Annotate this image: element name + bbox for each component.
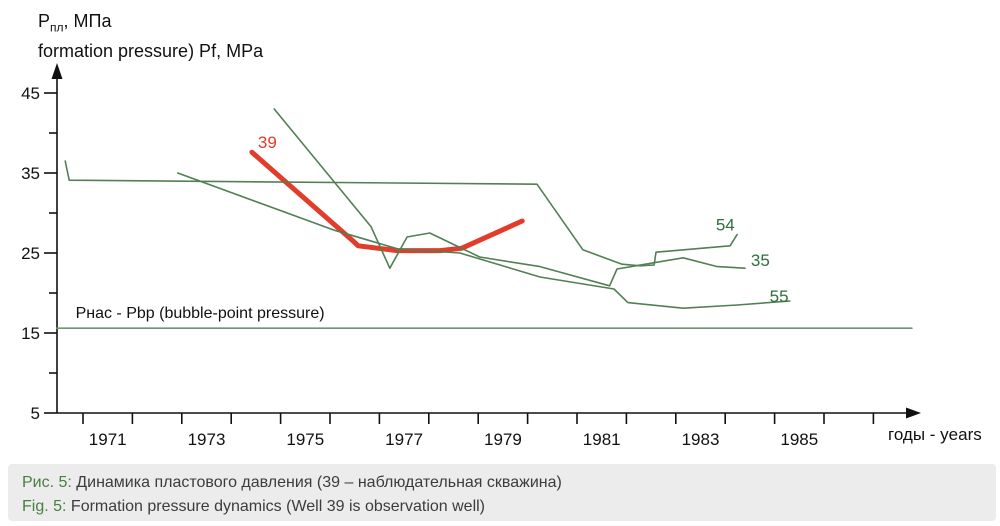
series-line-well-54	[64, 160, 738, 267]
series-line-well-39	[249, 149, 525, 254]
caption-ru-label: Рис. 5:	[22, 474, 72, 491]
series-line-well-55	[177, 172, 791, 310]
caption-ru-text: Динамика пластового давления (39 – наблю…	[76, 474, 562, 491]
x-tick-label: 1981	[583, 430, 621, 449]
figure-caption: Рис. 5: Динамика пластового давления (39…	[8, 464, 996, 521]
x-tick-label: 1977	[385, 430, 423, 449]
x-axis-arrow-icon	[906, 407, 921, 419]
x-tick-label: 1971	[89, 430, 127, 449]
pressure-subscript: пл	[50, 20, 64, 35]
y-axis-title-line1: Pпл, МПа	[38, 10, 263, 40]
y-axis-title-line2: formation pressure) Pf, MPa	[38, 40, 264, 61]
series-label-35: 35	[751, 251, 770, 270]
pressure-chart: 5 15 25 35 45 1971 1973 1975 1977 1979 1981 1983 198…	[21, 63, 982, 449]
pressure-unit: , МПа	[63, 11, 112, 31]
caption-russian: Рис. 5: Динамика пластового давления (39…	[22, 471, 996, 495]
pressure-symbol: P	[38, 11, 51, 31]
y-axis-title: Pпл, МПа formation pressure) Pf, MPa	[38, 10, 263, 63]
caption-en-text: Formation pressure dynamics (Well 39 is …	[70, 498, 485, 515]
y-tick-label: 25	[21, 244, 40, 263]
caption-en-label: Fig. 5:	[22, 498, 67, 515]
caption-english: Fig. 5: Formation pressure dynamics (Wel…	[22, 495, 996, 519]
x-tick-label: 1985	[780, 430, 818, 449]
y-axis-arrow-icon	[51, 63, 63, 79]
series-label-39: 39	[258, 133, 277, 152]
y-tick-label: 35	[21, 164, 40, 183]
x-axis-title: годы - years	[888, 425, 982, 444]
series-line-well-35	[273, 108, 746, 287]
x-tick-label: 1973	[188, 430, 226, 449]
y-tick-label: 5	[31, 404, 40, 423]
x-tick-label: 1979	[484, 430, 522, 449]
x-tick-label: 1983	[682, 430, 720, 449]
y-tick-label: 15	[21, 324, 40, 343]
x-tick-label: 1975	[286, 430, 324, 449]
bubble-point-label: Pнас - Pbp (bubble-point pressure)	[76, 305, 325, 322]
series-label-55: 55	[770, 287, 789, 306]
series-label-54: 54	[716, 216, 735, 235]
y-tick-label: 45	[21, 84, 40, 103]
